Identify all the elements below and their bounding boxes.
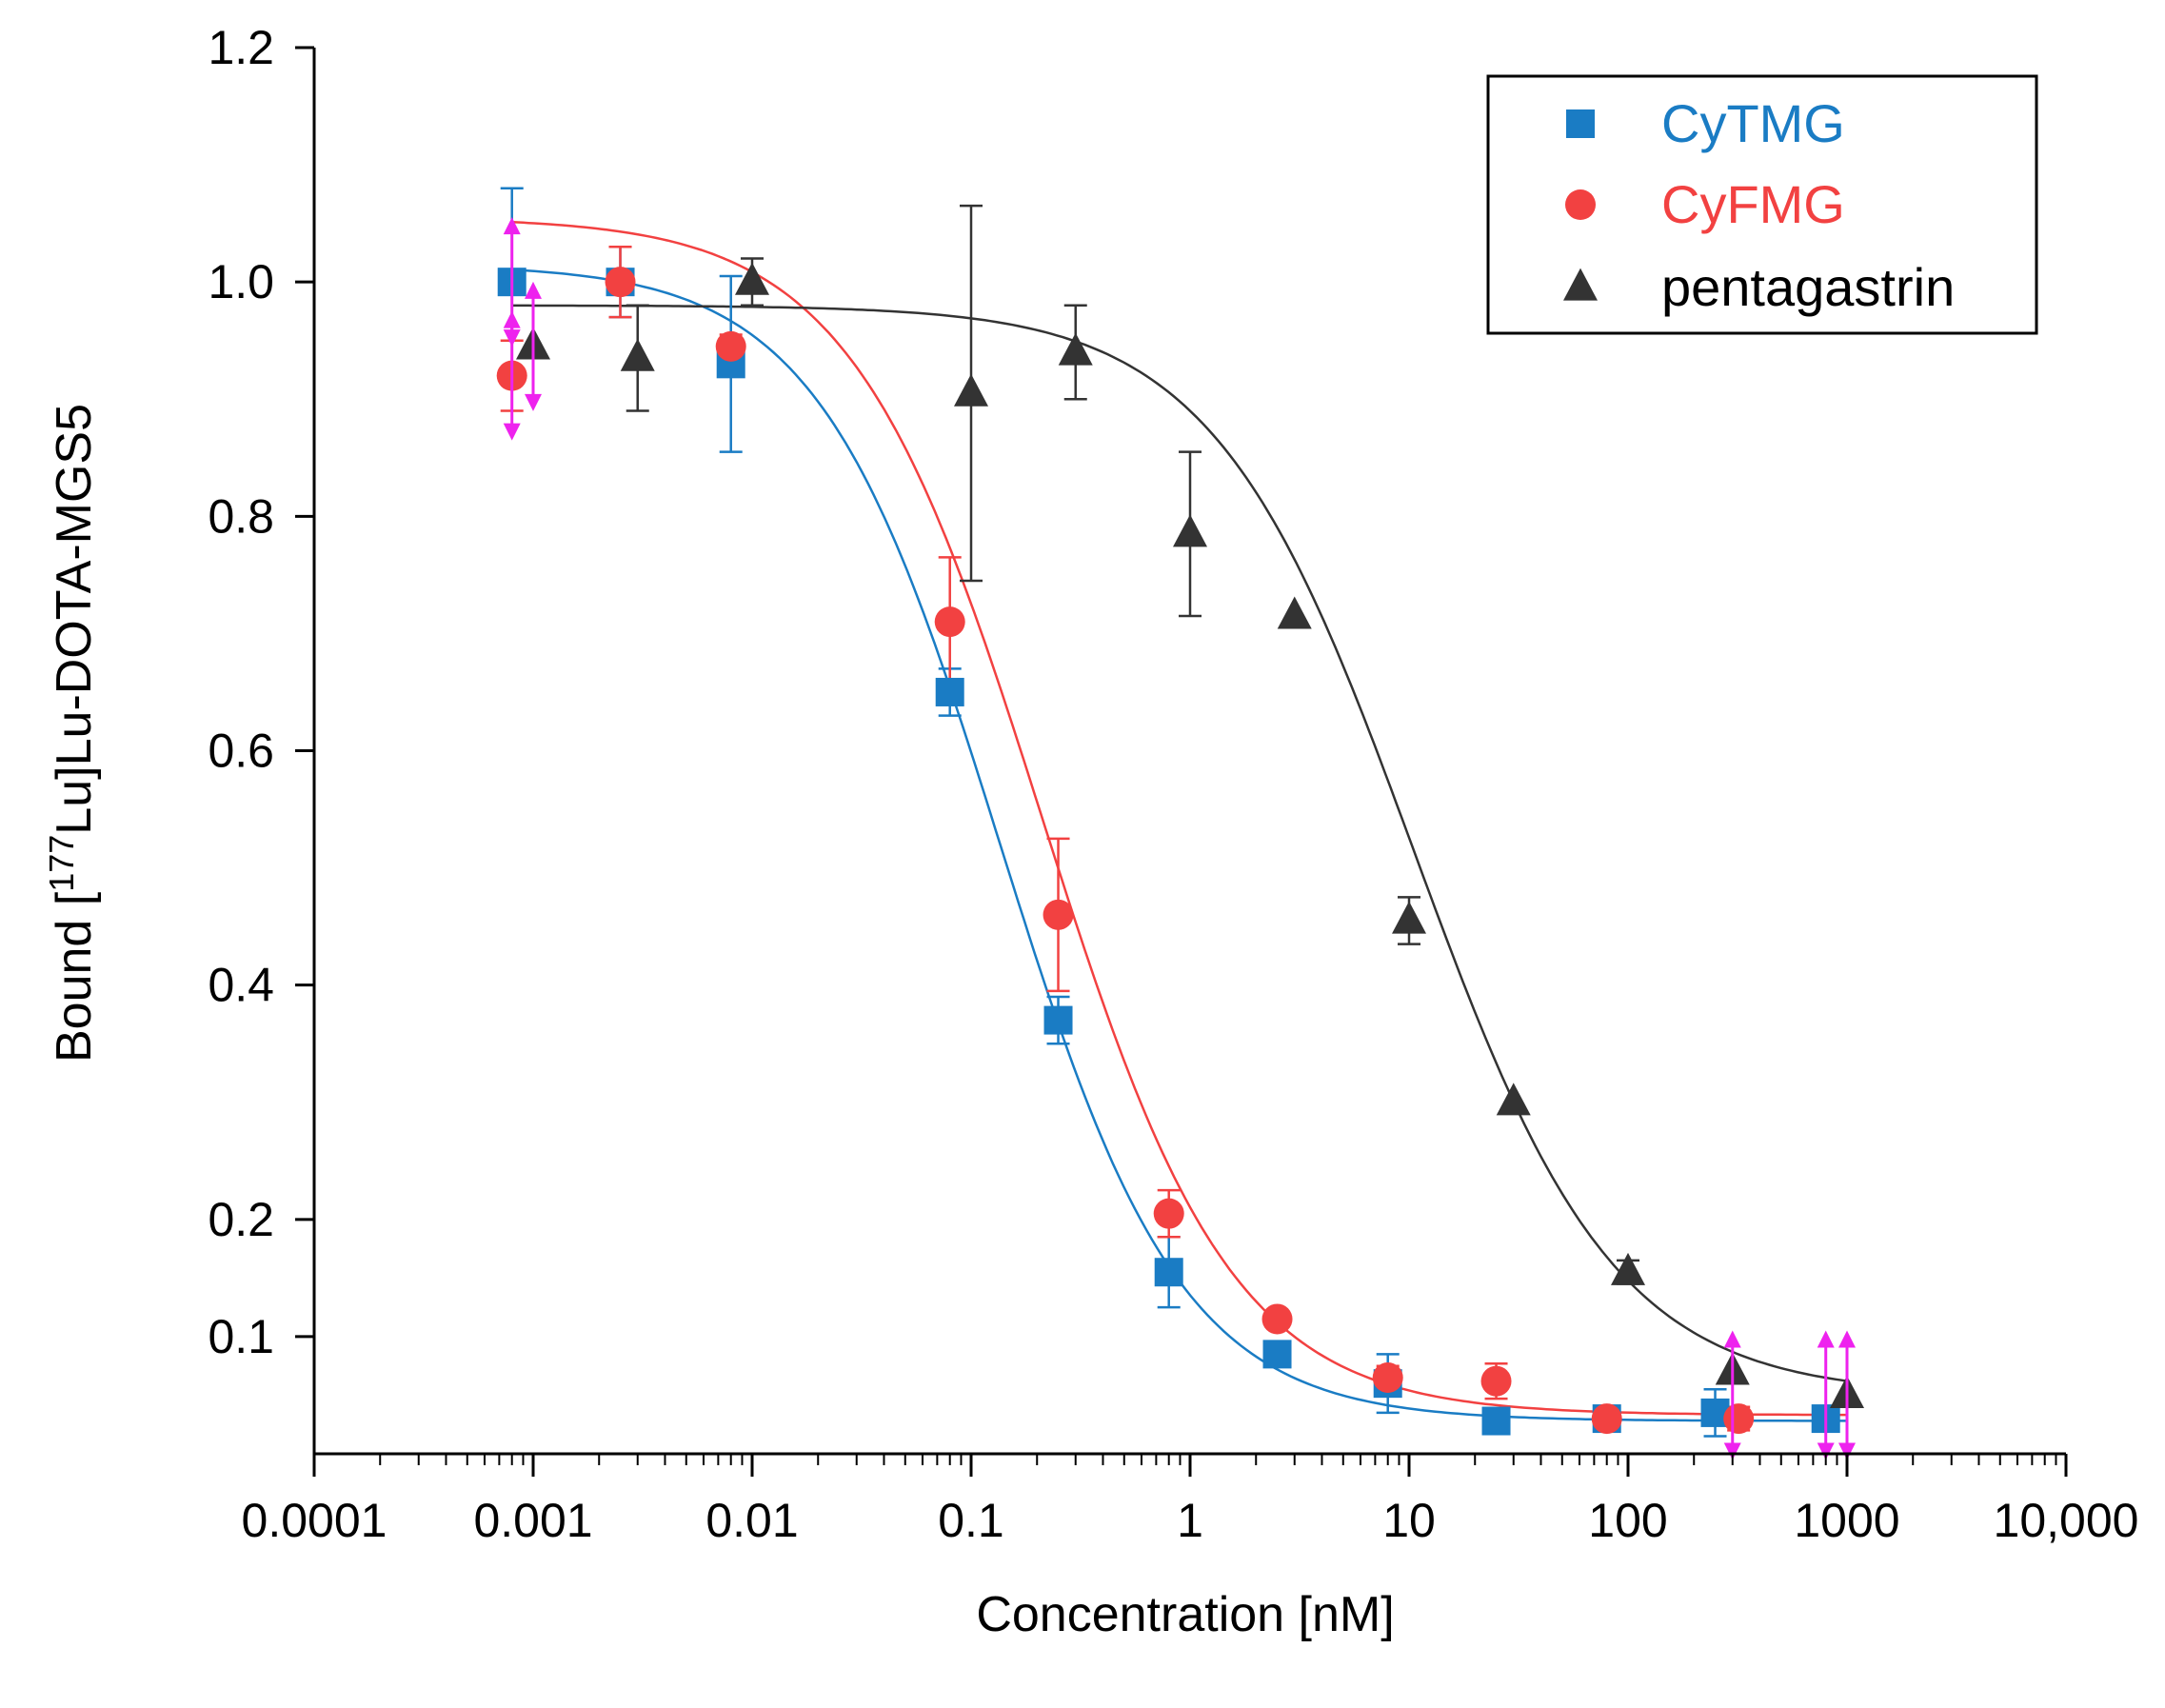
legend-marker-pentagastrin: [1563, 268, 1598, 301]
x-tick-label: 10: [1382, 1494, 1436, 1547]
data-point-cyfmg: [1043, 899, 1074, 930]
highlight-arrow: [1723, 1330, 1741, 1460]
data-point-pentagastrin: [735, 262, 769, 295]
x-tick-label: 0.1: [938, 1494, 1004, 1547]
highlight-arrow-head-down: [1838, 1442, 1856, 1460]
highlight-arrow: [503, 217, 521, 348]
fit-curve-cytmg: [511, 268, 1847, 1422]
fit-curve-cyfmg: [511, 220, 1847, 1417]
legend-label-cyfmg: CyFMG: [1661, 174, 1845, 234]
data-point-pentagastrin: [1392, 901, 1426, 934]
data-point-cytmg: [1154, 1258, 1183, 1287]
data-point-pentagastrin: [1173, 514, 1207, 547]
y-tick-label: 0.8: [208, 489, 274, 543]
data-point-cyfmg: [1261, 1303, 1293, 1335]
highlight-arrow: [525, 281, 542, 411]
data-points: [496, 262, 1864, 1436]
x-tick-label: 10,000: [1994, 1494, 2139, 1547]
fit-curves: [511, 220, 1848, 1422]
highlight-arrow-head-down: [525, 393, 542, 411]
highlight-arrow-head-up: [1838, 1330, 1856, 1348]
y-tick-label: 0.6: [208, 725, 274, 778]
data-point-pentagastrin: [620, 338, 655, 371]
highlight-arrow-head-up: [525, 281, 542, 299]
y-tick-label: 1.2: [208, 21, 274, 74]
data-point-pentagastrin: [1058, 332, 1093, 366]
legend-marker-cytmg: [1566, 109, 1595, 138]
x-axis-title: Concentration [nM]: [976, 1587, 1394, 1642]
x-tick-label: 1000: [1794, 1494, 1899, 1547]
y-axis-title-prefix: Bound [: [47, 891, 102, 1063]
y-axis-title: Bound [177Lu]Lu-DOTA-MGS5: [42, 404, 102, 1063]
data-point-cyfmg: [934, 606, 965, 638]
data-point-cyfmg: [715, 330, 746, 362]
legend: CyTMG CyFMG pentagastrin: [1486, 74, 2038, 335]
highlight-arrow-head-down: [1723, 1442, 1741, 1460]
data-point-cytmg: [1262, 1340, 1292, 1369]
legend-marker-cyfmg: [1565, 189, 1596, 220]
highlight-arrow-head-up: [1723, 1330, 1741, 1348]
legend-label-pentagastrin: pentagastrin: [1661, 257, 1955, 317]
highlight-arrow-head-down: [1817, 1442, 1835, 1460]
y-axis-title-suffix: Lu]Lu-DOTA-MGS5: [47, 404, 102, 835]
y-tick-label: 0.4: [208, 959, 274, 1012]
legend-label-cytmg: CyTMG: [1661, 93, 1845, 153]
data-point-cyfmg: [1372, 1361, 1403, 1393]
data-point-pentagastrin: [1611, 1252, 1645, 1285]
data-point-cytmg: [935, 677, 964, 706]
data-point-pentagastrin: [954, 373, 988, 407]
highlight-arrow-head-up: [1817, 1330, 1835, 1348]
x-tick-label: 1: [1177, 1494, 1203, 1547]
highlight-arrows: [503, 217, 1856, 1460]
y-tick-label: 0.2: [208, 1193, 274, 1246]
y-tick-label: 0.1: [208, 1310, 274, 1363]
y-tick-label: 1.0: [208, 255, 274, 308]
highlight-arrow: [1817, 1330, 1835, 1460]
data-point-pentagastrin: [1277, 596, 1312, 629]
highlight-arrow-head-up: [503, 217, 521, 235]
data-point-cyfmg: [1480, 1365, 1512, 1397]
data-point-cyfmg: [1153, 1198, 1184, 1229]
data-point-cyfmg: [1591, 1403, 1622, 1435]
error-bars: [500, 187, 1837, 1438]
data-point-cytmg: [1043, 1005, 1073, 1035]
highlight-arrow: [1838, 1330, 1856, 1460]
x-tick-label: 0.001: [473, 1494, 592, 1547]
highlight-arrow-head-down: [503, 329, 521, 348]
y-axis-title-isotope: 177: [42, 835, 81, 892]
x-tick-label: 0.0001: [242, 1494, 387, 1547]
data-point-cytmg: [1481, 1406, 1511, 1436]
data-point-cyfmg: [605, 267, 636, 298]
data-point-cyfmg: [1723, 1403, 1755, 1435]
data-point-pentagastrin: [1496, 1082, 1531, 1116]
x-tick-label: 100: [1588, 1494, 1667, 1547]
axes: 0.1 0.2 0.4 0.6 0.8 1.0 1.2 0.0001 0.001 0.01 0.1 1…: [208, 21, 2138, 1547]
x-tick-label: 0.01: [705, 1494, 798, 1547]
highlight-arrow-head-down: [503, 423, 521, 441]
